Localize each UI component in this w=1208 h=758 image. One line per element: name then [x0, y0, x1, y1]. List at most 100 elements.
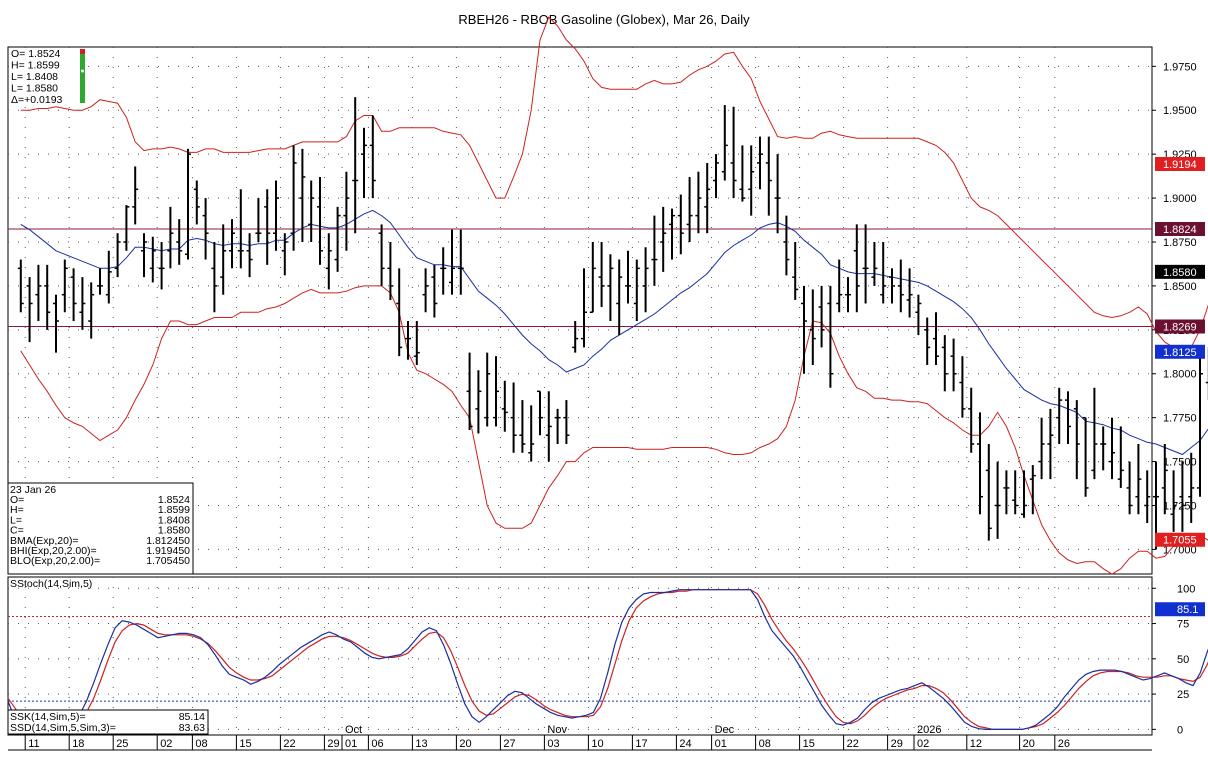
- ohlc-bar: [950, 338, 957, 392]
- info-box-frame: [7, 482, 194, 575]
- ohlc-bar: [299, 148, 306, 242]
- ohlc-bar: [669, 208, 675, 260]
- ohlc-bar: [589, 241, 596, 314]
- ohlc-bar: [53, 294, 59, 353]
- x-month-label: 2026: [917, 724, 941, 736]
- stoch-box-frame: [7, 709, 209, 735]
- stoch-value-tag: [1155, 602, 1205, 617]
- ohlc-box-bg: [9, 48, 79, 106]
- ohlc-bar: [739, 145, 746, 202]
- x-day-label: 15: [803, 738, 815, 750]
- grid: [8, 47, 1156, 750]
- price-tick-label: 1.9500: [1163, 105, 1197, 117]
- ohlc-bar: [572, 321, 579, 353]
- ohlc-bar: [123, 205, 130, 251]
- info-box-value: 1.812450: [146, 535, 190, 547]
- info-box-label: C=: [10, 525, 24, 537]
- ohlc-bar: [660, 206, 667, 272]
- stoch-box-label: SSK(14,Sim,5)=: [10, 711, 86, 723]
- ohlc-bar: [378, 224, 385, 286]
- ssk-line: [7, 589, 1208, 731]
- x-day-label: 15: [239, 738, 251, 750]
- ohlc-bar: [493, 356, 499, 427]
- ohlc-bar: [598, 241, 605, 307]
- ohlc-bar: [1082, 416, 1089, 497]
- info-box-date: 23 Jan 26: [10, 484, 56, 496]
- price-tag-label: 1.9194: [1163, 159, 1197, 171]
- ohlc-bar: [968, 387, 975, 453]
- ohlc-bar: [185, 148, 191, 260]
- info-box-value: 1.8599: [158, 504, 190, 516]
- ohlc-bar: [1029, 465, 1036, 515]
- ohlc-bar: [642, 247, 649, 313]
- ohlc-bar: [801, 285, 807, 374]
- ohlc-bar: [792, 241, 799, 300]
- ohlc-bar: [677, 194, 684, 255]
- ohlc-bar: [484, 352, 491, 427]
- price-tag-label: 1.8125: [1163, 347, 1197, 359]
- ohlc-bar: [906, 268, 913, 318]
- ohlc-bar: [352, 97, 359, 234]
- ohlc-bar: [1065, 391, 1071, 445]
- ohlc-bar: [422, 268, 429, 313]
- ohlc-bar: [246, 233, 253, 278]
- info-box-label: O=: [10, 494, 24, 506]
- ohlc-bar: [713, 154, 719, 199]
- ohlc-bar: [396, 268, 403, 357]
- info-box-label: H=: [10, 504, 24, 516]
- ohlc-bar: [1038, 417, 1045, 480]
- ohlc-bar: [1003, 470, 1010, 515]
- ohlc-bar: [334, 206, 341, 272]
- stoch-tick-label: 25: [1177, 689, 1189, 701]
- price-tag-level: [1155, 319, 1205, 334]
- ohlc-bar: [1047, 408, 1054, 480]
- ohlc-bar: [748, 145, 755, 216]
- ohlc-bar: [959, 356, 966, 418]
- x-month-label: Oct: [345, 724, 362, 736]
- ohlc-bar: [413, 321, 420, 365]
- ohlc-bar: [281, 233, 288, 276]
- ohlc-bar: [361, 127, 367, 199]
- ohlc-bar: [79, 277, 86, 330]
- price-tag-label: 1.8580: [1163, 267, 1197, 279]
- ohlc-bar: [431, 264, 438, 318]
- chart-title: RBEH26 - RBOB Gasoline (Globex), Mar 26,…: [458, 12, 750, 27]
- ohlc-bar: [827, 285, 834, 388]
- x-day-label: 24: [679, 738, 691, 750]
- x-day-label: 08: [759, 738, 771, 750]
- ohlc-bar: [730, 106, 737, 199]
- ohlc-bar: [149, 236, 156, 283]
- ohlc-bar: [405, 321, 411, 360]
- moving-average-line: [20, 209, 1208, 456]
- ohlc-bar: [941, 335, 948, 392]
- upper-band-line: [20, 16, 1208, 352]
- ohlc-bar: [625, 250, 631, 304]
- ohlc-bar: [501, 380, 508, 432]
- price-tick-label: 1.9750: [1163, 61, 1197, 73]
- info-box-value: 1.919450: [146, 545, 190, 557]
- ohlc-bar: [1126, 461, 1133, 515]
- stoch-value-tag-label: 85.1: [1177, 604, 1198, 616]
- price-tick-label: 1.7750: [1163, 413, 1197, 425]
- ohlc-box-line: L= 1.8580: [11, 83, 58, 95]
- info-box-value: 1.8524: [158, 494, 190, 506]
- ohlc-bar: [1205, 347, 1208, 401]
- stoch-tick-label: 0: [1177, 724, 1183, 736]
- price-tick-label: 1.8500: [1163, 281, 1197, 293]
- ohlc-bar: [1188, 452, 1195, 524]
- ohlc-bar: [545, 391, 552, 462]
- ohlc-bar: [563, 400, 570, 445]
- x-day-label: 17: [635, 738, 647, 750]
- ohlc-bar: [1012, 470, 1019, 515]
- ohlc-bar: [202, 198, 209, 260]
- ohlc-bar: [1179, 461, 1186, 532]
- stoch-tick-label: 100: [1177, 583, 1195, 595]
- ohlc-bar: [105, 250, 112, 304]
- ohlc-bar: [70, 268, 77, 322]
- ohlc-bar: [704, 162, 711, 234]
- ohlc-bar: [897, 259, 904, 313]
- ohlc-bar: [528, 405, 535, 462]
- ohlc-bar: [1144, 470, 1151, 524]
- ohlc-bar: [818, 285, 825, 348]
